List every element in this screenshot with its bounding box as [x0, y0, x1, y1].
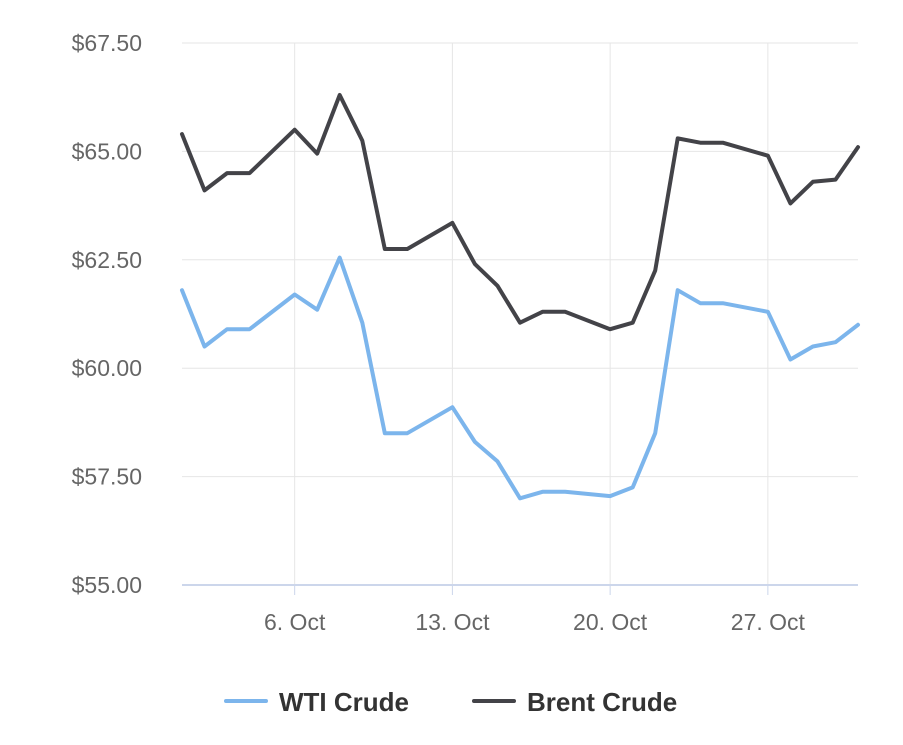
- legend-label-wti: WTI Crude: [279, 687, 409, 717]
- y-tick-label: $55.00: [72, 572, 142, 598]
- grid-layer: [182, 42, 858, 585]
- legend-item-brent[interactable]: Brent Crude: [472, 687, 677, 717]
- y-tick-label: $65.00: [72, 138, 142, 164]
- legend[interactable]: WTI Crude Brent Crude: [224, 687, 677, 717]
- series-line-brent: [180, 93, 860, 332]
- y-tick-label: $67.50: [72, 30, 142, 56]
- legend-label-brent: Brent Crude: [527, 687, 677, 717]
- x-tick-label: 6. Oct: [264, 609, 326, 635]
- y-tick-label: $60.00: [72, 355, 142, 381]
- series-line-wti: [180, 255, 860, 501]
- x-tick-label: 27. Oct: [731, 609, 806, 635]
- axis-layer: $55.00 $57.50 $60.00 $62.50 $65.00 $67.50 6. O…: [72, 30, 858, 635]
- series-layer: [180, 93, 860, 501]
- y-tick-label: $62.50: [72, 247, 142, 273]
- y-tick-label: $57.50: [72, 464, 142, 490]
- legend-item-wti[interactable]: WTI Crude: [224, 687, 409, 717]
- x-tick-label: 13. Oct: [415, 609, 490, 635]
- x-tick-label: 20. Oct: [573, 609, 648, 635]
